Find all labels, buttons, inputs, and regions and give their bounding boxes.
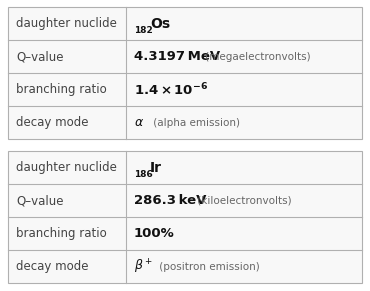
Text: 186: 186 bbox=[134, 170, 153, 179]
Text: daughter nuclide: daughter nuclide bbox=[16, 161, 117, 174]
Text: 182: 182 bbox=[134, 26, 153, 35]
Bar bbox=[8, 7, 362, 139]
Text: (alpha emission): (alpha emission) bbox=[150, 118, 240, 127]
Text: Ir: Ir bbox=[150, 161, 162, 175]
Text: 100%: 100% bbox=[134, 227, 175, 240]
Text: decay mode: decay mode bbox=[16, 116, 88, 129]
Text: Os: Os bbox=[150, 17, 170, 31]
Text: branching ratio: branching ratio bbox=[16, 227, 107, 240]
Text: $\mathbf{1.4\times10^{-6}}$: $\mathbf{1.4\times10^{-6}}$ bbox=[134, 81, 208, 98]
Text: (kiloelectronvolts): (kiloelectronvolts) bbox=[194, 196, 292, 205]
Text: $\mathit{\alpha}$: $\mathit{\alpha}$ bbox=[134, 116, 144, 129]
Text: (megaelectronvolts): (megaelectronvolts) bbox=[202, 52, 311, 61]
Text: branching ratio: branching ratio bbox=[16, 83, 107, 96]
Text: 286.3 keV: 286.3 keV bbox=[134, 194, 206, 207]
Bar bbox=[8, 151, 362, 283]
Text: 4.3197 MeV: 4.3197 MeV bbox=[134, 50, 220, 63]
Text: daughter nuclide: daughter nuclide bbox=[16, 17, 117, 30]
Text: (positron emission): (positron emission) bbox=[156, 262, 260, 272]
Text: Q–value: Q–value bbox=[16, 194, 64, 207]
Text: decay mode: decay mode bbox=[16, 260, 88, 273]
Text: $\mathit{\beta}^+$: $\mathit{\beta}^+$ bbox=[134, 257, 153, 276]
Text: Q–value: Q–value bbox=[16, 50, 64, 63]
